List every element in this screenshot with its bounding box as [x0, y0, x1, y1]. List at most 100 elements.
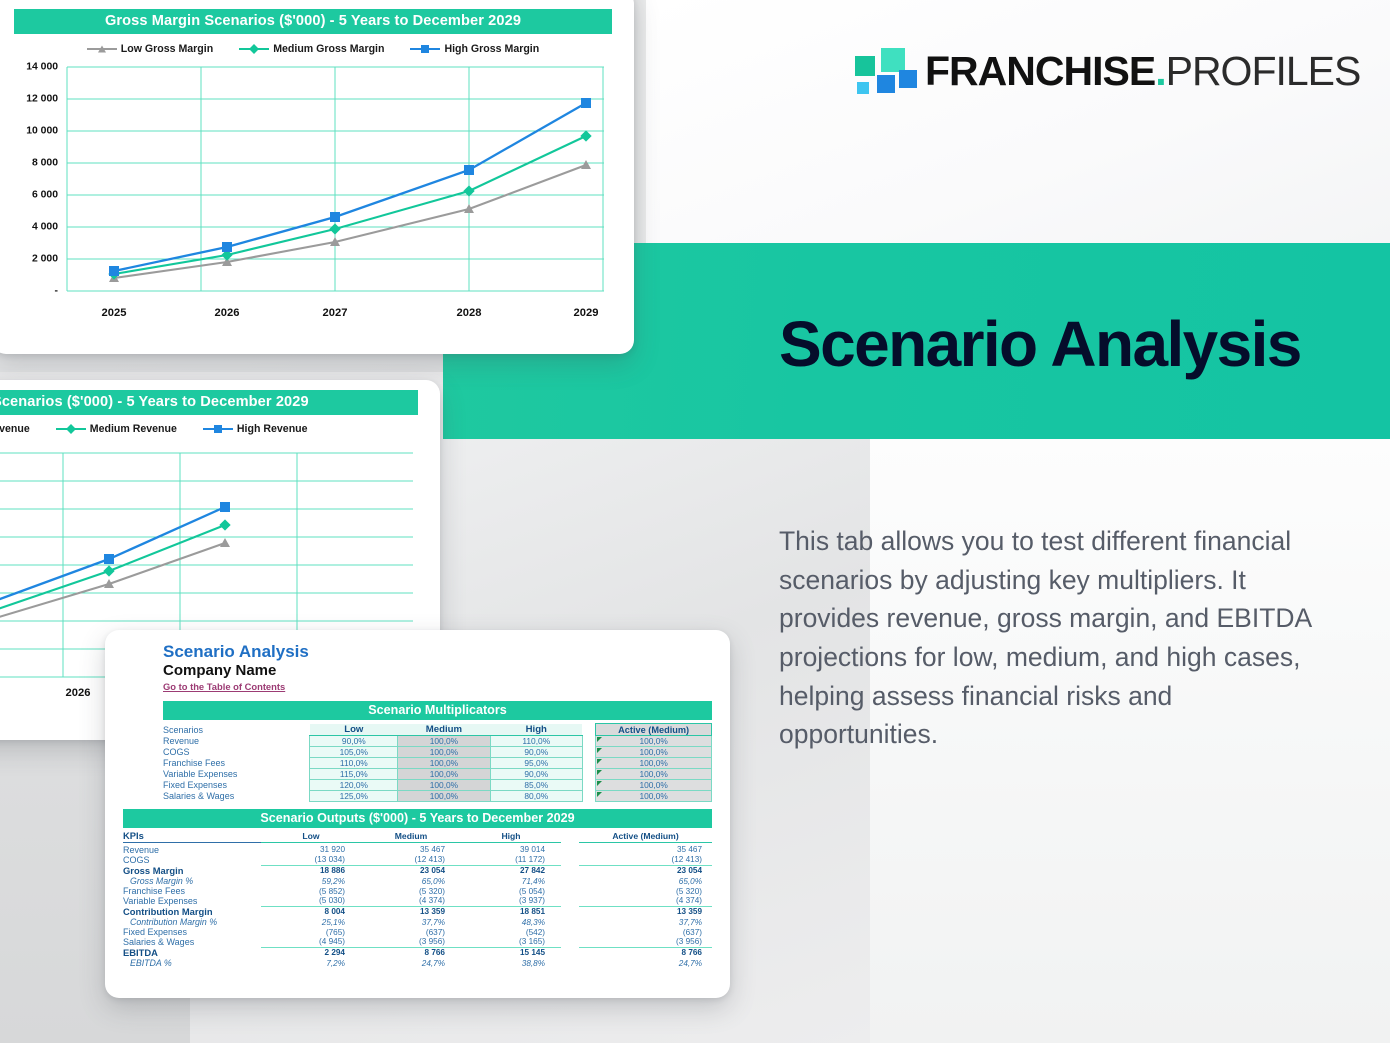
multiplier-high-cell[interactable]: 85,0%	[489, 779, 583, 792]
kpi-active-value: 23 054	[676, 866, 702, 876]
kpi-low-value: 18 886	[319, 866, 345, 876]
row-label: Franchise Fees	[163, 758, 226, 769]
table-row: COGS 105,0% 100,0% 90,0% 100,0%	[163, 746, 712, 759]
sheet-title: Scenario Analysis	[163, 642, 309, 661]
table-row: Fixed Expenses 120,0% 100,0% 85,0% 100,0…	[163, 779, 712, 792]
multiplier-low-cell[interactable]: 105,0%	[309, 746, 399, 759]
multiplier-active-cell: 100,0%	[595, 779, 712, 792]
kpi-high-value: 18 851	[519, 907, 545, 917]
logo-wordmark: FRANCHISE.PROFILES	[925, 47, 1361, 94]
table-row: Salaries & Wages (4 945) (3 956) (3 165)…	[123, 937, 712, 948]
kpi-medium-value: (3 956)	[361, 937, 461, 948]
legend-label: High Gross Margin	[444, 43, 540, 55]
multiplier-low-cell[interactable]: 110,0%	[309, 757, 399, 770]
legend-label: Medium Revenue	[89, 423, 177, 435]
row-label: Variable Expenses	[123, 896, 198, 907]
legend-label: Low Revenue	[0, 423, 30, 435]
row-header-label: KPIs	[123, 830, 261, 844]
multiplier-active-cell: 100,0%	[595, 790, 712, 803]
revenue-chart-legend: Low Revenue Medium Revenue High Revenue	[0, 423, 440, 435]
multiplier-low-cell[interactable]: 120,0%	[309, 779, 399, 792]
kpi-medium-value: 23 054	[419, 866, 445, 876]
multiplier-high-cell[interactable]: 90,0%	[489, 746, 583, 759]
multiplier-high-cell[interactable]: 110,0%	[489, 735, 583, 748]
row-label: Contribution Margin %	[130, 917, 218, 928]
multiplier-medium-cell[interactable]: 100,0%	[397, 768, 491, 781]
table-row: EBITDA 2 294 8 766 15 145 8 766	[123, 947, 712, 958]
column-header-medium: Medium	[361, 830, 461, 844]
gross-margin-plot-area: 14 000 12 000 10 000 8 000 6 000 4 000 2…	[0, 62, 634, 327]
gross-margin-chart-legend: Low Gross Margin Medium Gross Margin Hig…	[0, 43, 634, 55]
table-row: Variable Expenses (5 030) (4 374) (3 937…	[123, 896, 712, 907]
multiplier-medium-cell[interactable]: 100,0%	[397, 735, 491, 748]
revenue-chart-title: Revenue Scenarios ($'000) - 5 Years to D…	[0, 390, 418, 415]
row-label: Fixed Expenses	[163, 780, 228, 791]
legend-swatch-high-gross-margin	[410, 45, 441, 53]
kpi-medium-value: 35 467	[419, 844, 445, 854]
kpi-medium-value: 65,0%	[421, 876, 445, 886]
multiplier-medium-cell[interactable]: 100,0%	[397, 779, 491, 792]
kpi-high-value: 38,8%	[521, 958, 545, 968]
y-tick: 6 000	[31, 189, 58, 201]
multiplier-low-cell[interactable]: 115,0%	[309, 768, 399, 781]
kpi-high-value: (3 937)	[461, 896, 561, 907]
kpi-medium-value: (12 413)	[361, 855, 461, 866]
column-header-medium: Medium	[397, 723, 491, 737]
kpi-medium-value: (5 320)	[419, 886, 445, 896]
column-header-high: High	[461, 830, 561, 844]
table-row: EBITDA % 7,2% 24,7% 38,8% 24,7%	[123, 958, 712, 968]
legend-item-high-gross-margin[interactable]: High Gross Margin	[410, 43, 539, 55]
multiplier-active-cell: 100,0%	[595, 746, 712, 759]
y-tick: 2 000	[31, 253, 58, 265]
kpi-low-value: 59,2%	[321, 876, 345, 886]
legend-item-medium-revenue[interactable]: Medium Revenue	[55, 423, 177, 435]
column-header-low: Low	[309, 723, 398, 737]
kpi-medium-value: 13 359	[419, 907, 445, 917]
multiplier-low-cell[interactable]: 90,0%	[309, 735, 399, 748]
kpi-active-value: 65,0%	[678, 876, 702, 886]
scenario-outputs-table: KPIs Low Medium High Active (Medium) Rev…	[123, 830, 712, 968]
row-label: Gross Margin %	[130, 876, 194, 887]
scenario-multiplicators-table: Scenarios Low Medium High Active (Medium…	[163, 723, 712, 803]
multiplier-low-cell[interactable]: 125,0%	[309, 790, 399, 803]
kpi-high-value: (542)	[525, 927, 545, 937]
legend-item-high-revenue[interactable]: High Revenue	[202, 423, 308, 435]
multiplier-medium-cell[interactable]: 100,0%	[397, 746, 491, 759]
table-row: Revenue 31 920 35 467 39 014 35 467	[123, 843, 712, 856]
multiplier-high-cell[interactable]: 95,0%	[489, 757, 583, 770]
gross-margin-y-axis: 14 000 12 000 10 000 8 000 6 000 4 000 2…	[6, 62, 58, 297]
brand-logo[interactable]: FRANCHISE.PROFILES	[855, 47, 1361, 94]
legend-swatch-high-revenue	[202, 425, 233, 433]
legend-item-low-gross-margin[interactable]: Low Gross Margin	[86, 43, 213, 55]
gross-margin-chart-card: Gross Margin Scenarios ($'000) - 5 Years…	[0, 0, 634, 354]
logo-word-primary: FRANCHISE	[925, 47, 1156, 94]
legend-item-medium-gross-margin[interactable]: Medium Gross Margin	[239, 43, 384, 55]
logo-mark-icon	[855, 48, 917, 94]
kpi-low-value: (5 852)	[319, 886, 345, 896]
multiplier-medium-cell[interactable]: 100,0%	[397, 757, 491, 770]
kpi-high-value: 48,3%	[521, 917, 545, 927]
table-row: Fixed Expenses (765) (637) (542) (637)	[123, 927, 712, 937]
multiplier-high-cell[interactable]: 80,0%	[489, 790, 583, 803]
kpi-active-value: (637)	[682, 927, 702, 937]
sheet-company-name: Company Name	[163, 662, 277, 680]
legend-label: Medium Gross Margin	[273, 43, 385, 55]
multiplier-high-cell[interactable]: 90,0%	[489, 768, 583, 781]
multiplier-medium-cell[interactable]: 100,0%	[397, 790, 491, 803]
row-header-label: Scenarios	[163, 724, 204, 735]
row-label: Contribution Margin	[123, 906, 213, 918]
kpi-low-value: 8 004	[324, 907, 346, 917]
scenario-analysis-sheet-card: Scenario Analysis Company Name Go to the…	[105, 630, 730, 998]
legend-item-low-revenue[interactable]: Low Revenue	[0, 423, 30, 435]
kpi-high-value: (11 172)	[461, 855, 561, 866]
gross-margin-chart-title: Gross Margin Scenarios ($'000) - 5 Years…	[14, 9, 612, 34]
kpi-high-value: 15 145	[519, 948, 545, 958]
kpi-high-value: (3 165)	[461, 937, 561, 948]
kpi-active-value: 24,7%	[678, 958, 702, 968]
row-label: Variable Expenses	[163, 769, 238, 780]
row-label: EBITDA	[123, 947, 158, 959]
kpi-low-value: (5 030)	[261, 896, 361, 907]
row-label: Franchise Fees	[123, 886, 186, 897]
kpi-low-value: (13 034)	[261, 855, 361, 866]
table-of-contents-link[interactable]: Go to the Table of Contents	[163, 681, 286, 693]
